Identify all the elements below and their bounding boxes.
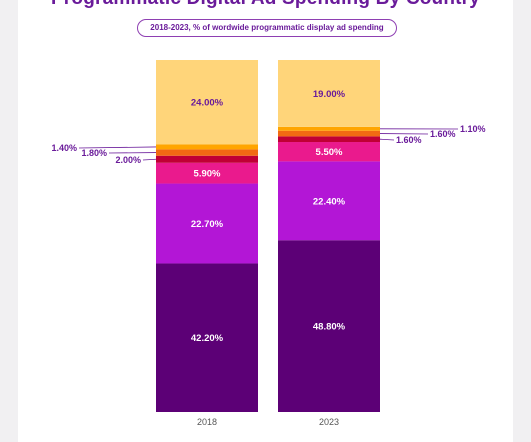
chart-subtitle: 2018-2023, % of wordwide programmatic di… [137, 19, 397, 37]
chart-title: Programmatic Digital Ad Spending By Coun… [0, 0, 531, 10]
data-label-2023-4: 1.60% [430, 129, 456, 139]
data-label-2018-6: 24.00% [191, 98, 224, 109]
data-label-2023-1: 22.40% [313, 196, 346, 207]
bar-2023-segment-5 [278, 126, 380, 131]
data-label-2023-3: 1.60% [396, 135, 422, 145]
x-tick-label-2023: 2023 [319, 417, 339, 427]
bar-2018-segment-6 [156, 60, 258, 145]
bar-2018-segment-3 [156, 155, 258, 163]
bar-2023-segment-0 [278, 240, 380, 412]
bar-2018-segment-5 [156, 144, 258, 150]
chart-card [18, 0, 513, 442]
data-label-2018-2: 5.90% [194, 169, 221, 180]
bar-2023-segment-4 [278, 130, 380, 137]
callout-line-2018-5 [78, 146, 157, 149]
data-label-2018-0: 42.20% [191, 333, 224, 344]
bar-2018-segment-1 [156, 183, 258, 264]
bar-2023-segment-1 [278, 161, 380, 241]
bar-2018-segment-2 [156, 162, 258, 184]
bar-2018-segment-4 [156, 149, 258, 156]
data-label-2018-3: 2.00% [115, 155, 141, 165]
data-label-2018-4: 1.80% [81, 148, 107, 158]
data-label-2023-6: 19.00% [313, 89, 346, 100]
data-label-2018-1: 22.70% [191, 219, 224, 230]
callout-line-2023-3 [379, 138, 395, 141]
data-label-2023-0: 48.80% [313, 322, 346, 333]
bar-2023-segment-2 [278, 142, 380, 162]
data-label-2023-2: 5.50% [316, 147, 343, 158]
callout-line-2018-3 [142, 158, 157, 161]
data-label-2018-5: 1.40% [51, 143, 77, 153]
bar-2023-segment-6 [278, 60, 380, 127]
data-label-2023-5: 1.10% [460, 124, 486, 134]
x-tick-label-2018: 2018 [197, 417, 217, 427]
bar-2018-segment-0 [156, 263, 258, 412]
bar-2023-segment-3 [278, 136, 380, 143]
